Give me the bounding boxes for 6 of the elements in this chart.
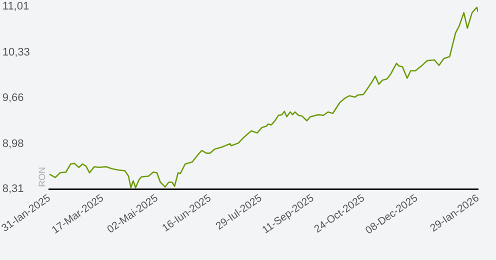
y-axis-title: RON bbox=[36, 167, 47, 187]
y-tick-label: 11,01 bbox=[2, 0, 30, 13]
y-tick-label: 8,98 bbox=[2, 138, 24, 150]
y-tick-label: 8,31 bbox=[2, 183, 24, 196]
y-tick-label: 9,66 bbox=[2, 92, 24, 104]
y-tick-label: 10,33 bbox=[2, 46, 30, 59]
